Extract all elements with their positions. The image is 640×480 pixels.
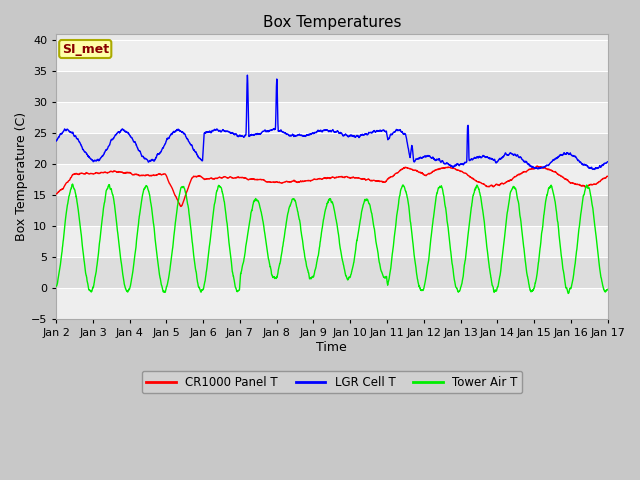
Bar bbox=[56, 195, 607, 227]
Title: Box Temperatures: Box Temperatures bbox=[262, 15, 401, 30]
Y-axis label: Box Temperature (C): Box Temperature (C) bbox=[15, 112, 28, 241]
Bar bbox=[56, 102, 607, 133]
Text: SI_met: SI_met bbox=[61, 43, 109, 56]
Bar bbox=[56, 257, 607, 288]
Bar bbox=[56, 133, 607, 164]
X-axis label: Time: Time bbox=[317, 341, 348, 354]
Bar bbox=[56, 40, 607, 71]
Bar bbox=[56, 227, 607, 257]
Bar bbox=[56, 164, 607, 195]
Bar bbox=[56, 288, 607, 319]
Bar bbox=[56, 71, 607, 102]
Legend: CR1000 Panel T, LGR Cell T, Tower Air T: CR1000 Panel T, LGR Cell T, Tower Air T bbox=[141, 371, 522, 394]
